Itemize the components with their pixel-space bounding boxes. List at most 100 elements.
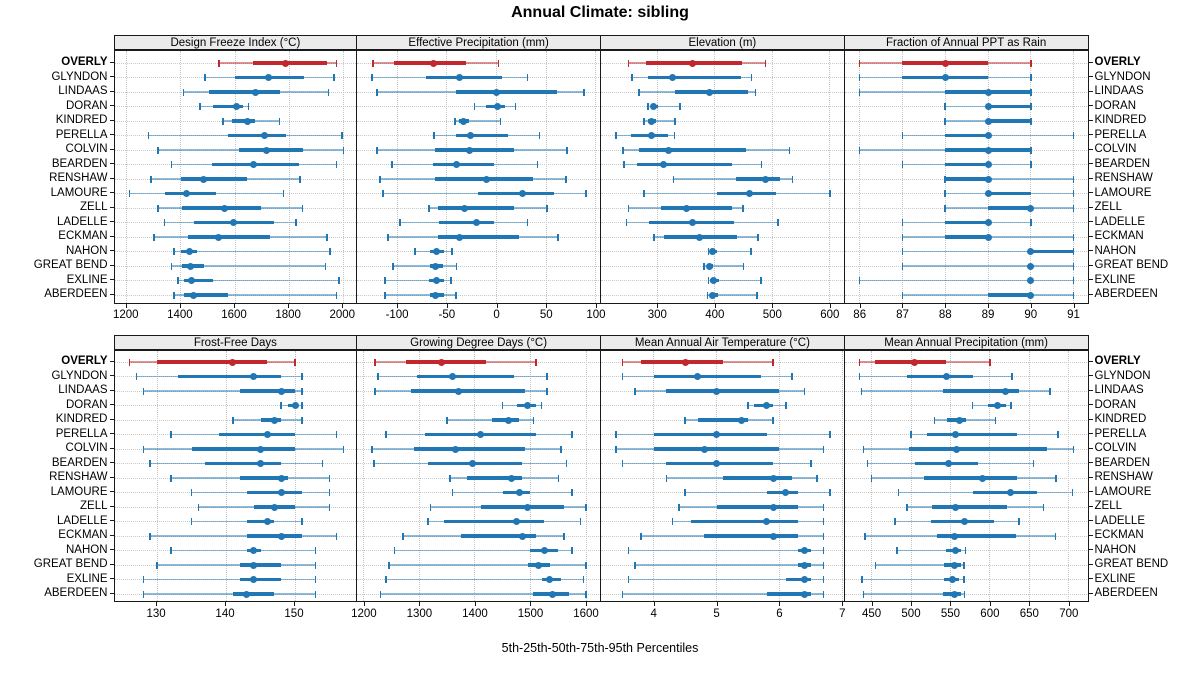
grid-line-v <box>363 351 365 601</box>
station-label-right: LINDAAS <box>1094 85 1144 97</box>
row-tick-left <box>109 404 114 405</box>
median-dot <box>694 373 702 380</box>
whisker-cap-95th <box>679 103 681 110</box>
whisker-cap-5th <box>128 358 131 366</box>
station-label-right: GREAT BEND <box>1094 558 1169 570</box>
station-label-left: KINDRED <box>55 413 108 425</box>
whisker-cap-5th <box>901 161 904 168</box>
whisker-cap-5th <box>615 132 617 139</box>
whisker-cap-95th <box>1030 117 1032 125</box>
station-label-right: NAHON <box>1094 244 1137 257</box>
whisker-cap-5th <box>135 373 138 380</box>
grid-line-v <box>949 351 951 601</box>
grid-line-v <box>714 51 716 303</box>
median-dot <box>230 219 238 226</box>
whisker-cap-5th <box>684 416 686 424</box>
whisker-cap-95th <box>754 88 757 96</box>
percentile-bar-25-75 <box>945 133 988 138</box>
percentile-whisker-5-95 <box>896 549 966 552</box>
median-dot <box>1006 489 1014 496</box>
percentile-bar-25-75 <box>246 519 275 524</box>
whisker-cap-95th <box>526 219 529 226</box>
axis-tick <box>496 304 498 308</box>
median-dot <box>1027 291 1035 299</box>
whisker-cap-5th <box>142 387 144 395</box>
whisker-cap-95th <box>295 219 297 226</box>
axis-tick-label: 86 <box>853 309 867 321</box>
row-tick-right <box>1088 404 1093 405</box>
station-label-right: ZELL <box>1094 500 1123 512</box>
median-dot <box>189 291 197 299</box>
whisker-cap-5th <box>170 474 172 482</box>
grid-line-h <box>601 120 844 122</box>
whisker-cap-95th <box>1030 74 1032 81</box>
station-label-right: NAHON <box>1094 543 1137 556</box>
row-tick-left <box>109 520 114 521</box>
percentile-whisker-5-95 <box>178 279 340 282</box>
whisker-cap-5th <box>150 175 152 183</box>
axis-tick-label: 88 <box>938 309 952 321</box>
median-dot <box>950 561 958 569</box>
axis-tick <box>945 304 947 308</box>
row-tick-right <box>1088 549 1093 550</box>
row-tick-right <box>1088 105 1093 106</box>
percentile-bar-25-75 <box>461 534 537 538</box>
whisker-cap-5th <box>388 561 390 569</box>
median-dot <box>257 460 264 467</box>
median-dot <box>473 219 481 226</box>
percentile-bar-25-75 <box>988 293 1031 297</box>
whisker-cap-5th <box>622 146 624 154</box>
station-label-left: PERELLA <box>55 427 108 440</box>
station-label-right: KINDRED <box>1094 413 1147 425</box>
whisker-cap-95th <box>791 175 794 183</box>
percentile-whisker-5-95 <box>157 564 316 566</box>
whisker-cap-5th <box>391 161 393 168</box>
whisker-cap-95th <box>342 146 345 154</box>
percentile-bar-25-75 <box>636 162 733 167</box>
median-dot <box>650 103 658 110</box>
panel-frost-free-days <box>113 350 358 602</box>
axis-tick <box>657 304 659 308</box>
median-dot <box>659 161 667 168</box>
axis-tick-label: 300 <box>647 309 667 321</box>
panel-title: Frost-Free Days <box>193 337 277 349</box>
station-label-right: COLVIN <box>1094 143 1137 155</box>
median-dot <box>433 248 441 255</box>
grid-line-v <box>716 351 718 601</box>
panel-title: Effective Precipitation (mm) <box>408 37 549 49</box>
station-label-left: ZELL <box>80 500 108 512</box>
grid-line-v <box>859 51 861 303</box>
grid-line-h <box>601 135 844 136</box>
median-dot <box>769 532 777 540</box>
whisker-cap-5th <box>627 204 630 212</box>
axis-tick-label: 1800 <box>275 309 301 321</box>
percentile-bar-25-75 <box>413 447 525 451</box>
axis-tick <box>772 304 774 308</box>
whisker-cap-95th <box>579 518 582 525</box>
whisker-cap-5th <box>387 233 389 241</box>
median-dot <box>518 532 526 540</box>
percentile-whisker-5-95 <box>174 294 337 296</box>
row-tick-left <box>109 360 114 362</box>
median-dot <box>467 132 475 139</box>
median-dot <box>270 503 278 511</box>
station-label-left: NAHON <box>65 543 108 556</box>
whisker-cap-95th <box>299 175 301 183</box>
whisker-cap-95th <box>532 416 535 424</box>
station-label-left: EXLINE <box>66 273 108 286</box>
median-dot <box>257 445 264 453</box>
row-tick-right <box>1088 90 1093 92</box>
percentile-bar-25-75 <box>205 461 282 466</box>
grid-line-v <box>545 51 547 303</box>
axis-tick-label: 89 <box>981 309 995 321</box>
whisker-cap-5th <box>678 503 680 511</box>
median-dot <box>801 561 809 569</box>
panel-strip-effective-precipitation-mm: Effective Precipitation (mm) <box>356 35 601 50</box>
whisker-cap-5th <box>864 532 866 540</box>
median-dot <box>535 561 543 569</box>
whisker-cap-95th <box>301 402 303 409</box>
percentile-whisker-5-95 <box>862 578 964 581</box>
grid-line-v <box>225 351 227 601</box>
whisker-cap-5th <box>156 561 158 569</box>
whisker-cap-5th <box>901 291 904 299</box>
